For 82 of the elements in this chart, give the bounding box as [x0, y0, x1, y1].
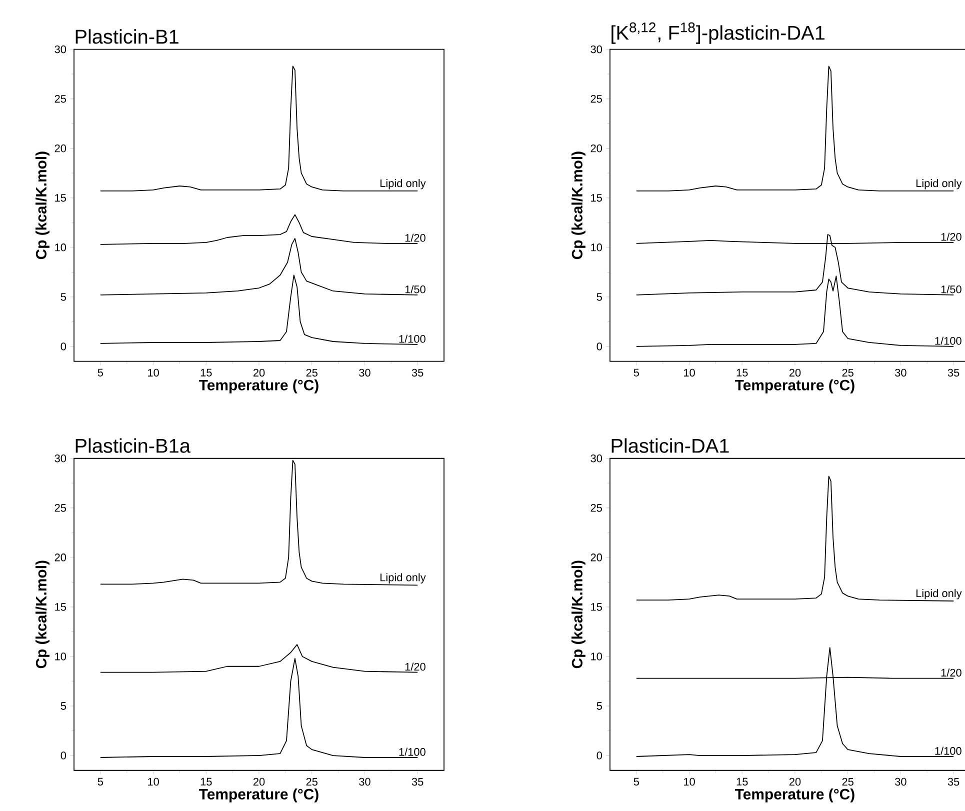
x-tick-label: 30: [895, 368, 906, 377]
y-tick-label: 5: [60, 702, 66, 710]
x-tick-label: 5: [634, 778, 639, 786]
series-label: 1/20: [941, 232, 962, 241]
x-tick-label: 20: [253, 778, 265, 786]
series-label: 1/50: [941, 285, 962, 294]
y-axis-title: Cp (kcal/K.mol): [36, 152, 50, 260]
y-tick-label: 25: [590, 94, 602, 103]
y-tick-label: 15: [55, 194, 66, 202]
y-tick-label: 25: [590, 504, 602, 512]
y-tick-label: 5: [596, 702, 602, 710]
y-tick-label: 5: [596, 293, 602, 301]
chart-title: Plasticin-B1: [76, 29, 178, 44]
y-tick-label: 30: [54, 454, 66, 462]
y-tick-label: 20: [54, 144, 66, 152]
x-axis-title: Temperature (°C): [199, 788, 318, 802]
y-tick-label: 0: [60, 752, 66, 760]
x-tick-label: 20: [789, 368, 801, 377]
series-label: 1/100: [935, 746, 962, 755]
x-tick-label: 35: [948, 778, 960, 786]
series-label: Lipid only: [916, 589, 962, 600]
x-tick-label: 20: [789, 778, 801, 786]
x-tick-label: 25: [306, 368, 318, 377]
x-tick-label: 30: [359, 368, 370, 377]
y-tick-label: 25: [54, 504, 66, 512]
y-tick-label: 20: [590, 554, 602, 562]
x-axis-title: Temperature (°C): [199, 379, 318, 394]
series-label: Lipid only: [380, 179, 426, 190]
y-tick-label: 10: [591, 652, 602, 660]
x-tick-label: 25: [306, 778, 318, 786]
x-tick-label: 5: [98, 778, 104, 786]
y-tick-label: 30: [590, 454, 602, 462]
series-label: Lipid only: [380, 573, 426, 584]
x-tick-label: 25: [842, 368, 854, 377]
y-tick-label: 10: [591, 244, 602, 252]
y-tick-label: 0: [596, 752, 602, 760]
x-tick-label: 30: [359, 778, 370, 786]
y-tick-label: 10: [55, 244, 66, 252]
x-tick-label: 15: [736, 368, 748, 376]
y-axis-title: Cp (kcal/K.mol): [571, 560, 586, 668]
y-tick-label: 15: [55, 603, 66, 611]
x-tick-label: 20: [253, 368, 265, 377]
y-tick-label: 25: [54, 94, 66, 103]
x-tick-label: 10: [684, 368, 695, 377]
chart-title: Plasticin-DA1: [612, 438, 729, 453]
y-tick-label: 30: [590, 45, 602, 54]
y-tick-label: 15: [591, 194, 602, 202]
x-tick-label: 15: [200, 368, 212, 376]
chart-title: [K$^{8,12}$, F$^{18}$]-plasticin-DA1: [612, 22, 824, 44]
x-axis-title: Temperature (°C): [735, 379, 854, 394]
y-axis-title: Cp (kcal/K.mol): [571, 152, 586, 260]
series-label: 1/20: [405, 234, 426, 242]
series-label: 1/50: [405, 285, 426, 294]
y-axis-title: Cp (kcal/K.mol): [36, 560, 50, 668]
y-tick-label: 0: [60, 342, 66, 350]
y-tick-label: 15: [591, 603, 602, 611]
y-tick-label: 30: [54, 45, 66, 54]
x-tick-label: 35: [948, 368, 960, 377]
series-label: 1/100: [399, 334, 426, 343]
x-tick-label: 15: [736, 778, 748, 786]
series-label: Lipid only: [916, 179, 962, 190]
x-tick-label: 25: [842, 778, 854, 786]
x-tick-label: 10: [684, 778, 695, 786]
y-tick-label: 20: [590, 144, 602, 152]
x-tick-label: 30: [895, 778, 906, 786]
x-axis-title: Temperature (°C): [735, 788, 854, 802]
series-label: 1/100: [399, 748, 426, 756]
y-tick-label: 20: [54, 554, 66, 562]
x-tick-label: 5: [634, 368, 639, 376]
series-label: 1/20: [405, 662, 426, 671]
x-tick-label: 35: [412, 368, 424, 377]
x-tick-label: 35: [412, 778, 424, 786]
series-label: 1/20: [941, 668, 962, 677]
x-tick-label: 15: [200, 778, 212, 786]
x-tick-label: 5: [98, 368, 104, 376]
y-tick-label: 0: [596, 342, 602, 350]
y-tick-label: 10: [55, 652, 66, 660]
y-tick-label: 5: [60, 293, 66, 301]
x-tick-label: 10: [148, 368, 159, 377]
chart-title: Plasticin-B1a: [76, 438, 190, 453]
series-label: 1/100: [935, 336, 962, 345]
x-tick-label: 10: [148, 778, 159, 786]
